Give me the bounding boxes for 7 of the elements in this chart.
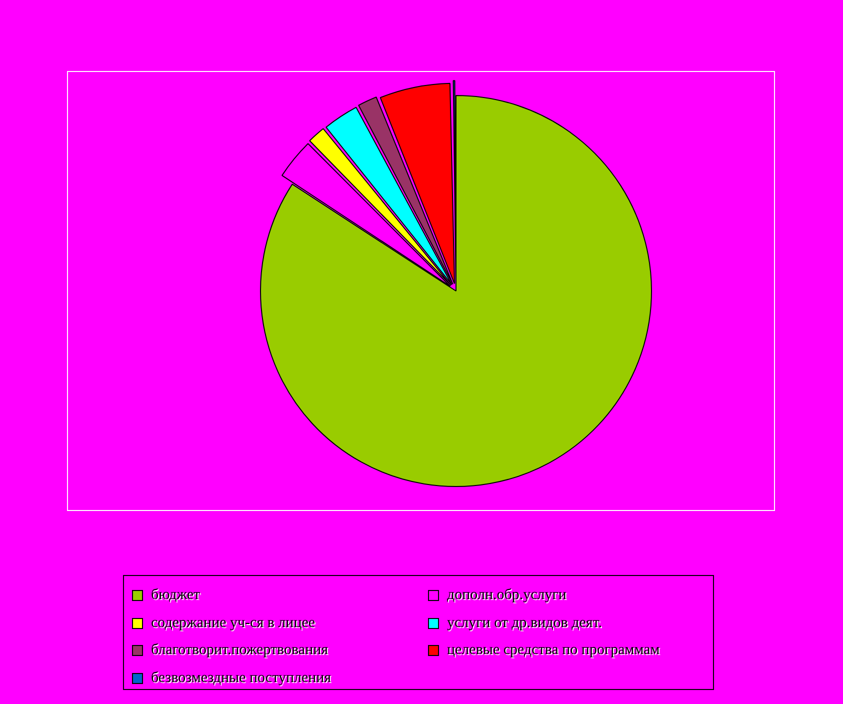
legend-label: безвозмездные поступления bbox=[151, 670, 332, 687]
legend-label: дополн.обр.услуги bbox=[447, 587, 566, 604]
legend-label: содержание уч-ся в лицее bbox=[151, 614, 316, 632]
legend-label: услуги от др.видов деят. bbox=[447, 614, 602, 632]
legend-label: бюджет bbox=[151, 587, 200, 604]
legend-label: благотворит.пожертвования bbox=[151, 642, 328, 660]
legend-label: целевые средства по программам bbox=[447, 642, 660, 660]
